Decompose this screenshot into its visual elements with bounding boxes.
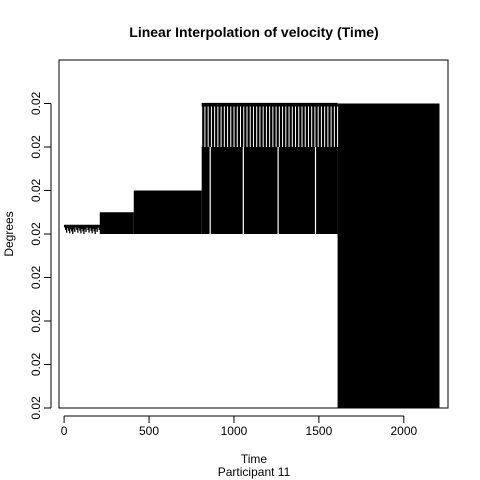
plot-area [63, 102, 440, 408]
y-axis: 0.02 0.02 0.02 0.02 0.02 0.02 0.02 0.02 [29, 91, 52, 420]
chart-title: Linear Interpolation of velocity (Time) [129, 24, 378, 40]
y-tick-label-4: 0.02 [29, 265, 43, 289]
y-tick-label-5: 0.02 [29, 309, 43, 333]
y-tick-label-3: 0.02 [29, 222, 43, 246]
y-tick-label-1: 0.02 [29, 135, 43, 159]
data-block-4 [337, 103, 440, 408]
y-tick-label-7: 0.02 [29, 396, 43, 420]
x-tick-label-0: 0 [61, 424, 68, 438]
x-tick-label-2: 1000 [221, 424, 248, 438]
y-axis-label: Degrees [2, 211, 16, 256]
data-block-2 [201, 147, 338, 234]
y-tick-label-0: 0.02 [29, 91, 43, 115]
x-axis-label: Time [241, 452, 268, 466]
y-tick-label-6: 0.02 [29, 352, 43, 376]
data-block-0 [99, 212, 134, 234]
plot-frame [58, 59, 449, 409]
participant-label: Participant 11 [218, 465, 291, 479]
y-tick-label-2: 0.02 [29, 178, 43, 202]
x-axis: 0 500 1000 1500 2000 [61, 415, 418, 438]
x-tick-label-4: 2000 [390, 424, 417, 438]
x-tick-label-1: 500 [139, 424, 159, 438]
x-tick-label-3: 1500 [306, 424, 333, 438]
data-block-1 [133, 190, 202, 234]
